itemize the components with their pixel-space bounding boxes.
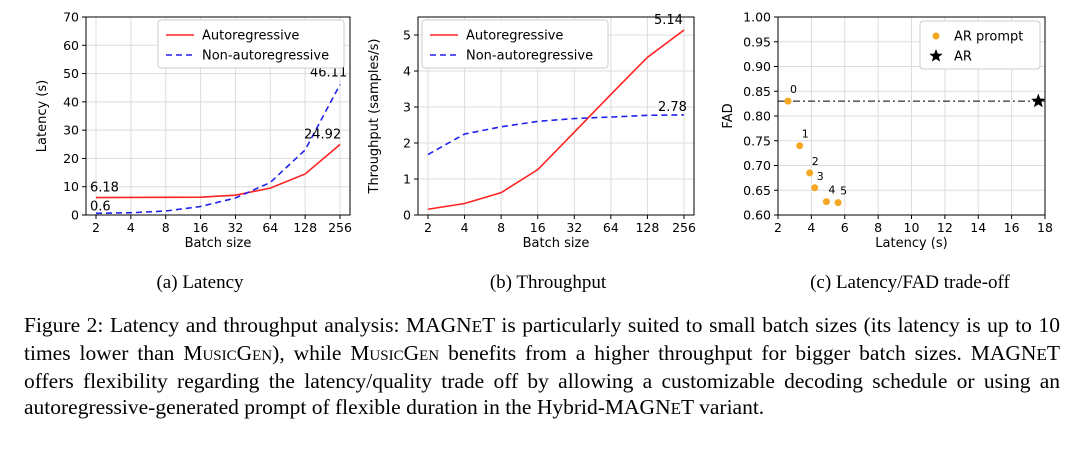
chart-c-point-ar-prompt (784, 97, 792, 105)
chart-c-ytick-label: 1.00 (743, 10, 771, 25)
chart-c-xtick-label: 14 (970, 220, 986, 235)
chart-b-xtick-label: 16 (530, 220, 546, 235)
chart-c-legend-label: AR (954, 50, 972, 65)
chart-a-ytick-label: 30 (63, 123, 79, 138)
chart-c-point-ar-prompt (796, 142, 804, 150)
chart-b-legend (421, 19, 609, 69)
chart-c-legend-label: AR prompt (954, 30, 1023, 45)
chart-b-ytick-label: 4 (403, 64, 411, 79)
chart-a-xtick-label: 64 (262, 220, 278, 235)
chart-b-data-label: 2.78 (658, 100, 687, 115)
chart-c-ytick-label: 0.90 (743, 59, 771, 74)
chart-a-data-label: 6.18 (90, 181, 119, 196)
chart-c-ytick-label: 0.95 (743, 34, 771, 49)
chart-c-point-ar-prompt (811, 184, 819, 192)
chart-a-xtick-label: 8 (162, 220, 170, 235)
chart-c-point-label: 2 (812, 155, 819, 168)
chart-c-xtick-label: 18 (1037, 220, 1053, 235)
chart-b-xtick-label: 8 (497, 220, 505, 235)
chart-a-series-autoregressive-line (95, 143, 341, 199)
subcaption-c: (c) Latency/FAD trade-off (810, 272, 1010, 293)
chart-c-legend-swatch-ar (929, 49, 943, 62)
chart-a-series-non-autoregressive-line (95, 84, 341, 215)
chart-a-ytick-label: 40 (63, 94, 79, 109)
chart-c-point-label: 4 (828, 184, 835, 197)
chart-a-ytick-label: 70 (63, 10, 79, 25)
chart-b-xtick-label: 2 (424, 220, 432, 235)
chart-b-xtick-label: 32 (566, 220, 582, 235)
chart-a-xtick-label: 128 (293, 220, 317, 235)
chart-b-data-label: 5.14 (654, 13, 683, 28)
chart-b-ylabel: Throughput (samples/s) (367, 39, 382, 195)
chart-c-point-label: 1 (802, 128, 809, 141)
chart-a-ytick-label: 10 (63, 179, 79, 194)
chart-b-legend-label: Autoregressive (466, 29, 563, 44)
chart-c-ylabel: FAD (721, 103, 736, 128)
chart-c-point-label: 3 (817, 170, 824, 183)
chart-b-xtick-label: 4 (461, 220, 469, 235)
chart-a-xtick-label: 4 (127, 220, 135, 235)
chart-a-legend-label: Non-autoregressive (202, 49, 329, 64)
chart-c-xtick-label: 6 (841, 220, 849, 235)
chart-c-point-ar-prompt (834, 199, 842, 207)
chart-a-xtick-label: 2 (92, 220, 100, 235)
chart-c-xtick-label: 8 (874, 220, 882, 235)
chart-c-ytick-label: 0.70 (743, 158, 771, 173)
chart-c-xtick-label: 12 (937, 220, 953, 235)
subcaption-b: (b) Throughput (489, 272, 607, 293)
chart-a-legend (157, 19, 345, 69)
chart-b-xtick-label: 128 (635, 220, 659, 235)
chart-a-ytick-label: 0 (71, 208, 79, 223)
chart-a-xtick-label: 32 (227, 220, 243, 235)
subcaption-a: (a) Latency (156, 272, 244, 293)
chart-c-frame (777, 16, 1046, 216)
chart-a-frame (85, 16, 351, 216)
chart-c-xtick-label: 4 (807, 220, 815, 235)
chart-c-point-label: 0 (790, 83, 797, 96)
chart-c-ytick-label: 0.85 (743, 84, 771, 99)
chart-c-legend-swatch-ar-prompt (932, 32, 940, 40)
chart-a-data-label: 46.11 (310, 66, 347, 81)
chart-c-ytick-label: 0.75 (743, 133, 771, 148)
chart-a-ytick-label: 60 (63, 38, 79, 53)
chart-c-point-ar-star (1031, 93, 1046, 108)
chart-c-ytick-label: 0.65 (743, 183, 771, 198)
chart-a-data-label: 0.6 (90, 199, 111, 214)
chart-b-ytick-label: 0 (403, 208, 411, 223)
chart-a-data-label: 24.92 (304, 128, 341, 143)
chart-a-ylabel: Latency (s) (35, 80, 50, 152)
figure-caption: Figure 2: Latency and throughput analysi… (24, 313, 1060, 419)
chart-b-ytick-label: 5 (403, 28, 411, 43)
chart-a-xlabel: Batch size (185, 236, 252, 251)
chart-c-xlabel: Latency (s) (875, 236, 947, 251)
chart-c-point-label: 5 (840, 185, 847, 198)
chart-c-point-ar-prompt (806, 169, 814, 177)
chart-a-ytick-label: 20 (63, 151, 79, 166)
chart-b-legend-label: Non-autoregressive (466, 49, 593, 64)
chart-a-ytick-label: 50 (63, 66, 79, 81)
chart-b-series-autoregressive-line (427, 29, 685, 211)
chart-c-point-ar-prompt (822, 198, 830, 206)
chart-b-xlabel: Batch size (523, 236, 590, 251)
chart-b-ytick-label: 1 (403, 172, 411, 187)
chart-b-xtick-label: 256 (672, 220, 696, 235)
chart-c-legend (919, 20, 1041, 70)
chart-a-xtick-label: 256 (328, 220, 352, 235)
chart-c-ytick-label: 0.60 (743, 208, 771, 223)
chart-b-ytick-label: 2 (403, 136, 411, 151)
chart-a-legend-label: Autoregressive (202, 29, 299, 44)
chart-b-ytick-label: 3 (403, 100, 411, 115)
chart-b-frame (417, 16, 695, 216)
chart-b-xtick-label: 64 (603, 220, 619, 235)
chart-c-xtick-label: 10 (904, 220, 920, 235)
chart-b-series-non-autoregressive-line (427, 114, 685, 156)
chart-c-xtick-label: 16 (1004, 220, 1020, 235)
chart-a-xtick-label: 16 (193, 220, 209, 235)
chart-c-ytick-label: 0.80 (743, 109, 771, 124)
chart-c-xtick-label: 2 (774, 220, 782, 235)
